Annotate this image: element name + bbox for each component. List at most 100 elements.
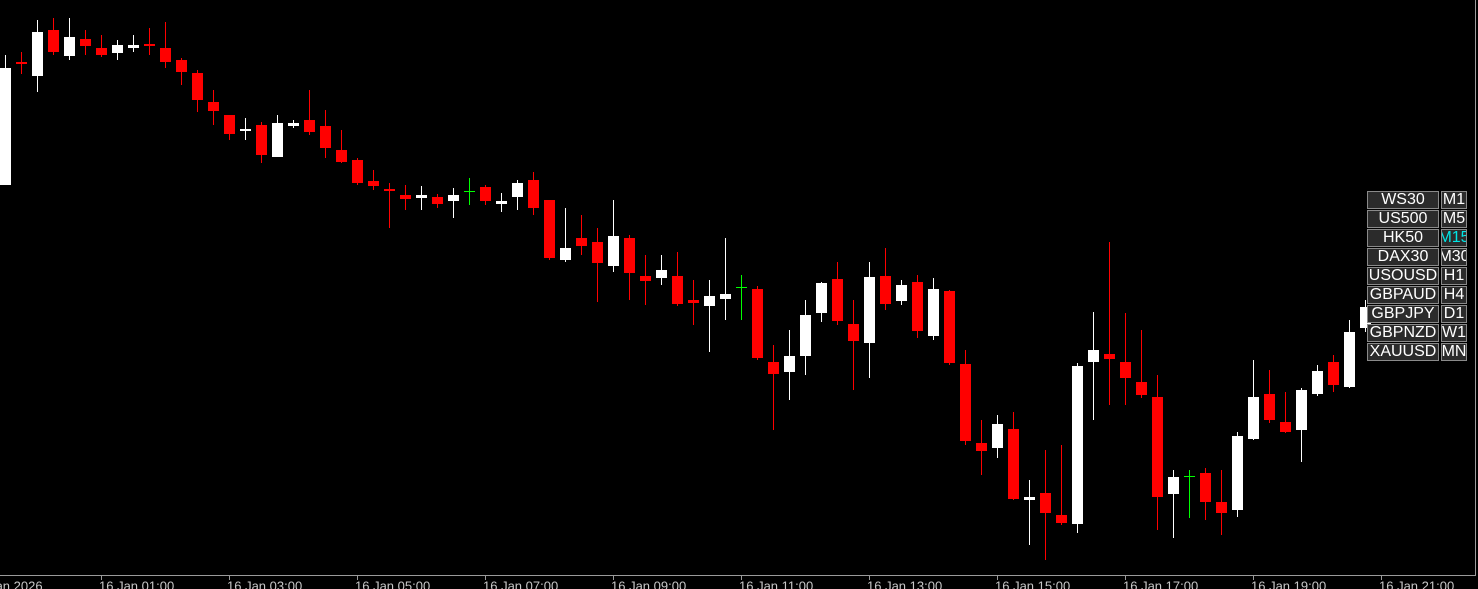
candle-body <box>1312 371 1323 394</box>
x-tick-label: 16 Jan 2026 <box>0 578 43 589</box>
candles <box>0 18 1371 560</box>
candle-body <box>976 443 987 451</box>
candle-body <box>384 189 395 191</box>
candle-body <box>608 236 619 266</box>
candle-body <box>1264 394 1275 420</box>
timeframe-button[interactable]: W1 <box>1441 324 1467 342</box>
symbol-button[interactable]: XAUUSD <box>1367 343 1439 361</box>
candle-body <box>704 296 715 306</box>
candle-body <box>720 294 731 299</box>
candle-body <box>992 424 1003 448</box>
candle-body <box>352 160 363 183</box>
timeframe-button[interactable]: M1 <box>1441 191 1467 209</box>
candle-body <box>32 32 43 76</box>
timeframe-button[interactable]: M5 <box>1441 210 1467 228</box>
candle-body <box>1024 497 1035 500</box>
x-tick-label: 16 Jan 07:00 <box>483 578 558 589</box>
candle-body <box>256 125 267 155</box>
candle-body <box>512 183 523 197</box>
candle-body <box>1088 350 1099 362</box>
candle-body <box>112 45 123 53</box>
x-tick-label: 16 Jan 13:00 <box>867 578 942 589</box>
candle-body <box>544 200 555 258</box>
candle-body <box>1344 332 1355 387</box>
candle-body <box>64 37 75 56</box>
candle-body <box>320 126 331 148</box>
symbol-panel: WS30M1US500M5HK50M15DAX30M30USOUSDH1GBPA… <box>1367 191 1467 362</box>
candle-body <box>1056 515 1067 523</box>
timeframe-button[interactable]: M30 <box>1441 248 1467 266</box>
candle-body <box>1072 366 1083 524</box>
candle-body <box>1136 382 1147 395</box>
candle-body <box>176 60 187 72</box>
x-tick-label: 16 Jan 03:00 <box>227 578 302 589</box>
candle-body <box>624 238 635 273</box>
x-tick-label: 16 Jan 01:00 <box>99 578 174 589</box>
candle-body <box>896 285 907 301</box>
candle-body <box>368 181 379 186</box>
candle-body <box>640 276 651 281</box>
candle-body <box>448 195 459 201</box>
candle-body <box>480 187 491 201</box>
candle-body <box>1104 354 1115 359</box>
candle-body <box>880 276 891 304</box>
candle-body <box>496 201 507 204</box>
x-tick-label: 16 Jan 17:00 <box>1123 578 1198 589</box>
candle-body <box>416 195 427 198</box>
candle-body <box>432 197 443 204</box>
symbol-button[interactable]: GBPJPY <box>1367 305 1439 323</box>
candle-body <box>224 115 235 134</box>
x-tick-label: 16 Jan 21:00 <box>1379 578 1454 589</box>
candle-body <box>1120 362 1131 378</box>
candle-body <box>288 123 299 126</box>
timeframe-button[interactable]: MN <box>1441 343 1467 361</box>
candle-body <box>96 48 107 55</box>
candle-body <box>928 289 939 336</box>
candle-body <box>1008 429 1019 499</box>
candle-body <box>144 44 155 46</box>
candle-body <box>1040 493 1051 513</box>
timeframe-button[interactable]: D1 <box>1441 305 1467 323</box>
symbol-button[interactable]: GBPNZD <box>1367 324 1439 342</box>
symbol-button[interactable]: USOUSD <box>1367 267 1439 285</box>
candle-body <box>912 282 923 331</box>
candle-body <box>48 30 59 52</box>
candle-body <box>304 120 315 132</box>
candle-body <box>240 129 251 131</box>
symbol-button[interactable]: WS30 <box>1367 191 1439 209</box>
candle-body <box>336 150 347 162</box>
candle-body <box>592 242 603 263</box>
candle-body <box>832 279 843 321</box>
candle-body <box>576 238 587 246</box>
candle-body <box>960 364 971 441</box>
symbol-button[interactable]: GBPAUD <box>1367 286 1439 304</box>
candle-body <box>1248 397 1259 439</box>
candle-body <box>208 102 219 111</box>
candle-body <box>192 73 203 100</box>
candle-body <box>80 39 91 46</box>
symbol-button[interactable]: DAX30 <box>1367 248 1439 266</box>
candle-body <box>1360 307 1371 328</box>
candle-body <box>528 180 539 208</box>
candle-body <box>864 277 875 343</box>
timeframe-button[interactable]: H1 <box>1441 267 1467 285</box>
candle-body <box>672 276 683 304</box>
candle-body <box>400 195 411 199</box>
candle-body <box>768 362 779 374</box>
candle-body <box>128 45 139 48</box>
candle-body <box>0 68 11 185</box>
candle-body <box>816 283 827 313</box>
symbol-button[interactable]: US500 <box>1367 210 1439 228</box>
x-tick-label: 16 Jan 09:00 <box>611 578 686 589</box>
candle-body <box>944 291 955 363</box>
symbol-button[interactable]: HK50 <box>1367 229 1439 247</box>
timeframe-button[interactable]: H4 <box>1441 286 1467 304</box>
candle-body <box>560 248 571 260</box>
candle-body <box>1296 390 1307 430</box>
candle-body <box>784 356 795 372</box>
candle-body <box>160 48 171 62</box>
timeframe-button[interactable]: M15 <box>1441 229 1467 247</box>
candle-body <box>1232 436 1243 510</box>
